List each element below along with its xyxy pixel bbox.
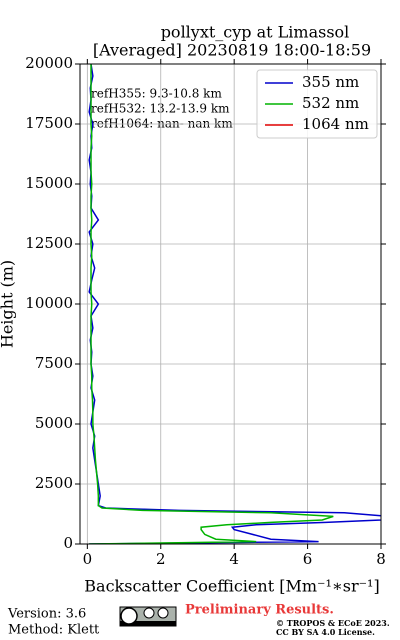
y-tick-label: 17500: [25, 114, 73, 132]
y-tick-label: 2500: [35, 474, 73, 492]
cc-logo: [119, 606, 177, 627]
y-tick-label: 7500: [35, 354, 73, 372]
y-tick-label: 20000: [25, 54, 73, 72]
legend-label: 355 nm: [302, 73, 359, 91]
method: Method: Klett: [8, 623, 100, 638]
x-tick-label: 8: [376, 550, 386, 568]
x-tick-label: 2: [156, 550, 166, 568]
y-tick-label: 0: [63, 534, 73, 552]
y-tick-label: 15000: [25, 174, 73, 192]
x-axis-label: Backscatter Coefficient [Mm⁻¹∗sr⁻¹]: [84, 577, 379, 596]
preliminary-note: Preliminary Results.: [185, 603, 334, 618]
copyright: © TROPOS & ECoE 2023.: [276, 618, 390, 628]
x-tick-label: 6: [303, 550, 313, 568]
annotation: refH1064: nan- nan km: [91, 117, 233, 131]
y-axis-label: Height (m): [0, 260, 17, 348]
version: Version: 3.6: [7, 607, 86, 622]
annotation: refH355: 9.3-10.8 km: [91, 87, 222, 101]
plot-frame: [79, 63, 382, 545]
data-line: [89, 64, 334, 544]
y-tick-label: 5000: [35, 414, 73, 432]
chart-title: pollyxt_cyp at Limassol: [161, 23, 350, 42]
x-tick-label: 0: [83, 550, 93, 568]
plot-area: [88, 64, 381, 544]
y-tick-label: 12500: [25, 234, 73, 252]
chart-subtitle: [Averaged] 20230819 18:00-18:59: [93, 41, 371, 60]
y-tick-label: 10000: [25, 294, 73, 312]
legend-label: 532 nm: [302, 94, 359, 112]
legend-label: 1064 nm: [302, 115, 369, 133]
x-tick-label: 4: [229, 550, 239, 568]
license: CC BY SA 4.0 License.: [276, 627, 375, 637]
legend-box: [256, 69, 378, 139]
